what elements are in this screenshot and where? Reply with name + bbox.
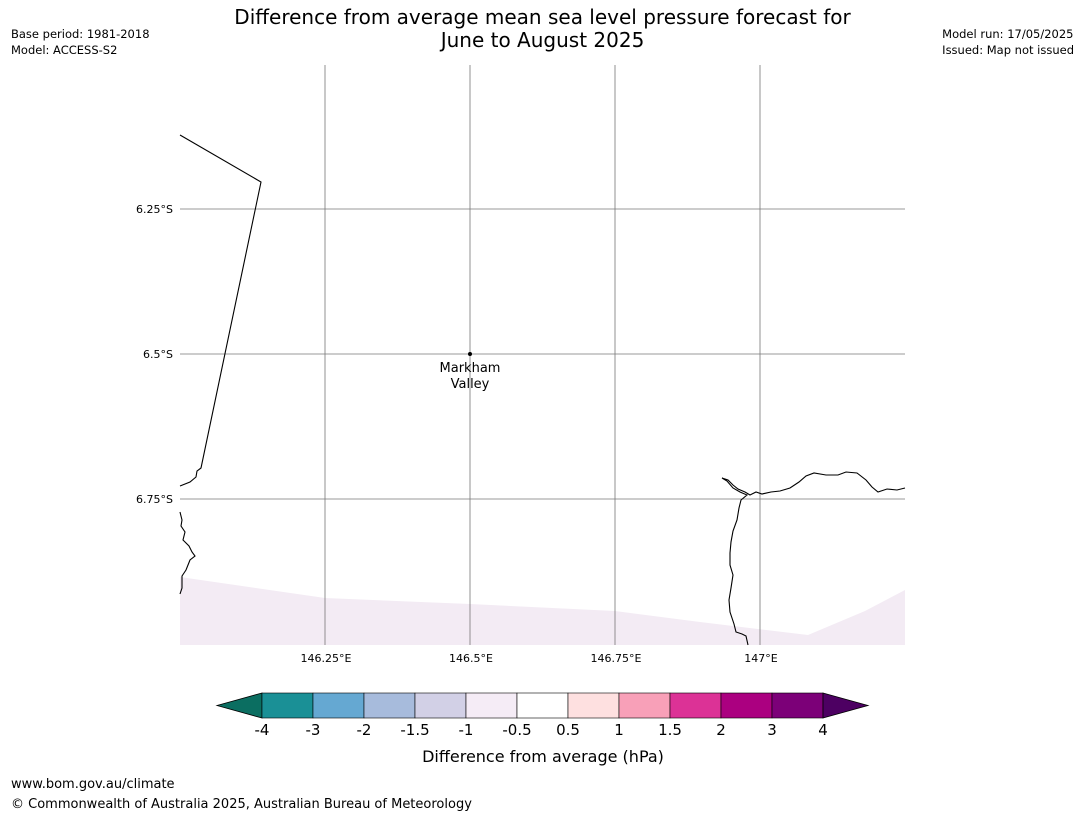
colorbar-bin (669, 692, 722, 719)
colorbar-bin (465, 692, 518, 719)
colorbar-ticks: -4 -3 -2 -1.5 -1 -0.5 0.5 1 1.5 2 3 4 (255, 721, 828, 739)
lon-label-147: 147°E (744, 652, 777, 665)
colorbar-tick-label: 0.5 (556, 721, 580, 739)
coastlines (179, 134, 906, 646)
colorbar-tick-label: 2 (716, 721, 726, 739)
coastline-east (721, 471, 906, 646)
colorbar-tick-label: -1 (459, 721, 474, 739)
colorbar-tick-label: -4 (255, 721, 270, 739)
colorbar-tick-label: -0.5 (502, 721, 531, 739)
border-line-west (179, 134, 262, 487)
colorbar-tick-label: 1.5 (658, 721, 682, 739)
issued-status: Issued: Map not issued (942, 43, 1074, 57)
meta-left: Base period: 1981-2018 Model: ACCESS-S2 (11, 26, 150, 58)
lon-label-146-75: 146.75°E (591, 652, 642, 665)
colorbar-tick-label: -1.5 (400, 721, 429, 739)
colorbar-bin (261, 692, 314, 719)
place-name-line-1: Markham (440, 361, 501, 376)
meta-right: Model run: 17/05/2025 Issued: Map not is… (942, 26, 1074, 58)
footer-copyright: © Commonwealth of Australia 2025, Austra… (11, 797, 472, 812)
model-run: Model run: 17/05/2025 (942, 27, 1074, 41)
colorbar-bin (618, 692, 671, 719)
footer: www.bom.gov.au/climate © Commonwealth of… (11, 775, 472, 815)
title-line-1: Difference from average mean sea level p… (234, 5, 851, 29)
base-period: Base period: 1981-2018 (11, 27, 150, 41)
lon-label-146-25: 146.25°E (301, 652, 352, 665)
forecast-shaded-area (180, 577, 905, 645)
colorbar-label: Difference from average (hPa) (422, 747, 664, 766)
title-line-2: June to August 2025 (440, 28, 645, 52)
colorbar-bin (771, 692, 824, 719)
lat-label-6-25: 6.25°S (136, 203, 173, 216)
colorbar-bin (720, 692, 773, 719)
colorbar-bin (567, 692, 620, 719)
graticule (180, 65, 905, 645)
colorbar-tick-label: 3 (767, 721, 777, 739)
colorbar-bin (516, 692, 569, 719)
colorbar-extend-max (822, 692, 870, 719)
colorbar-tick-label: 4 (818, 721, 828, 739)
colorbar-bin (414, 692, 467, 719)
colorbar-extend-min (215, 692, 263, 719)
map-title: Difference from average mean sea level p… (0, 6, 1085, 52)
coastline-west (179, 511, 196, 595)
colorbar-tick-label: -2 (357, 721, 372, 739)
lon-label-146-5: 146.5°E (449, 652, 493, 665)
model-name: Model: ACCESS-S2 (11, 43, 118, 57)
lat-label-6-5: 6.5°S (143, 348, 173, 361)
colorbar-tick-label: -3 (306, 721, 321, 739)
place-name-line-2: Valley (451, 377, 490, 392)
colorbar-bin (363, 692, 416, 719)
markham-valley-marker (468, 352, 472, 356)
colorbar-tick-label: 1 (614, 721, 624, 739)
colorbar-bin (312, 692, 365, 719)
colorbar (215, 692, 870, 719)
footer-url: www.bom.gov.au/climate (11, 777, 175, 792)
lat-label-6-75: 6.75°S (136, 493, 173, 506)
